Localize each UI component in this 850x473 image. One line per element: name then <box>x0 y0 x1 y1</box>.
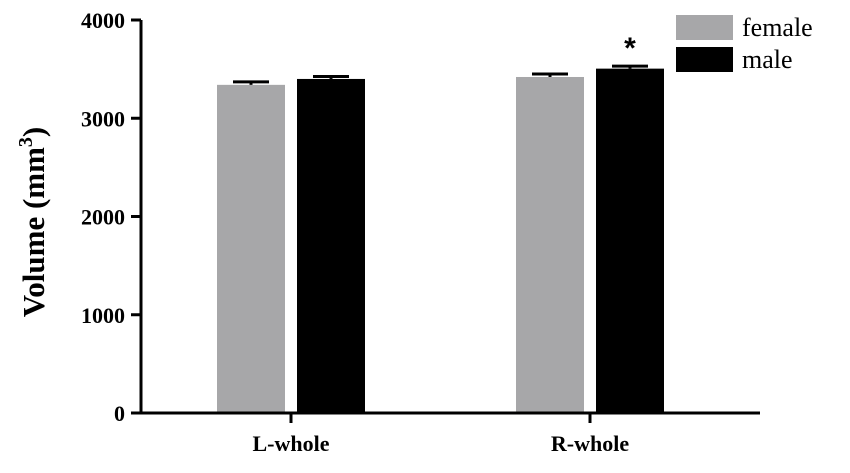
x-tick-label: L-whole <box>253 431 330 456</box>
y-tick-label: 1000 <box>81 303 125 328</box>
bar-male-R-whole <box>596 68 664 413</box>
y-axis-ticks: 0 1000 2000 3000 4000 <box>81 8 141 426</box>
y-tick-label: 4000 <box>81 8 125 33</box>
y-tick-label: 0 <box>114 401 125 426</box>
x-axis-categories: L-whole R-whole <box>253 413 629 456</box>
legend-label-male: male <box>742 45 793 74</box>
x-tick-label: R-whole <box>551 431 629 456</box>
annotations: * <box>624 32 636 65</box>
legend-label-female: female <box>742 13 813 42</box>
y-axis-label-close: ) <box>16 127 51 137</box>
significance-marker: * <box>624 32 636 65</box>
bar-female-R-whole <box>516 76 584 414</box>
y-axis-label-superscript: 3 <box>15 137 37 147</box>
legend-swatch-female <box>676 15 733 40</box>
axes <box>139 20 760 415</box>
bars <box>217 64 664 414</box>
bar-male-L-whole <box>297 78 365 413</box>
svg-text:Volume (mm3): Volume (mm3) <box>15 127 51 318</box>
legend: female male <box>676 13 813 74</box>
y-tick-label: 2000 <box>81 205 125 230</box>
y-axis-label-text: Volume (mm <box>16 147 51 317</box>
bar-female-L-whole <box>217 84 285 413</box>
y-axis-label: Volume (mm3) <box>15 127 51 318</box>
y-tick-label: 3000 <box>81 106 125 131</box>
legend-swatch-male <box>676 47 733 72</box>
